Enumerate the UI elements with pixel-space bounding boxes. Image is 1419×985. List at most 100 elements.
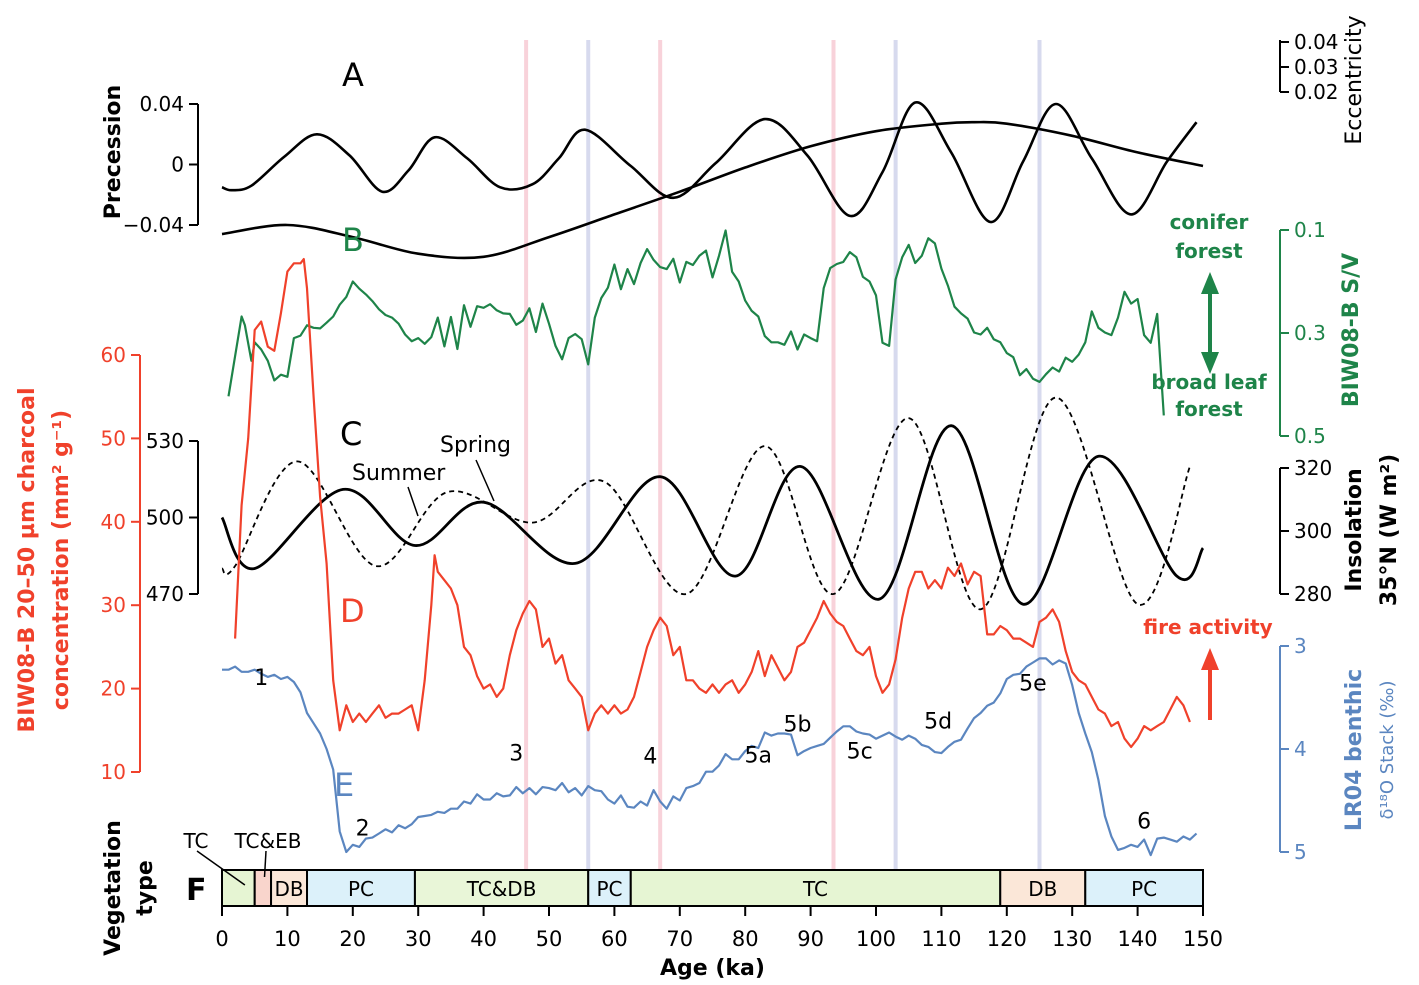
y-tick-label: 10 (101, 760, 126, 784)
panel-letter-b: B (342, 221, 364, 259)
vegetation-segment-label: PC (596, 877, 622, 901)
vegetation-segment-label: PC (348, 877, 374, 901)
vegetation-segment (1084, 869, 1205, 907)
summer-leader (407, 486, 419, 517)
y-tick-label: 0.04 (139, 92, 184, 116)
x-axis-label: Age (ka) (660, 956, 765, 981)
summer-label: Summer (352, 461, 446, 486)
x-tick-label: 110 (921, 927, 961, 951)
panel-letter-e: E (334, 766, 354, 804)
vegetation-segment-label: TC (802, 877, 828, 901)
charcoal-line (234, 258, 1191, 749)
charcoal-axis-label: BIW08-B 20–50 µm charcoal (15, 388, 40, 733)
insolation-spring-line (220, 424, 1205, 606)
y-tick-label: 280 (1294, 582, 1332, 606)
x-tick-label: 40 (470, 927, 497, 951)
vegetation-axis-label-2: type (133, 860, 158, 916)
y-tick-label: 0 (171, 153, 184, 177)
mis-label: 4 (643, 744, 657, 769)
panel-letter-f: F (186, 873, 207, 908)
insolation-axis-label-2: 35°N (W m²) (1377, 454, 1402, 606)
conifer-label-2: forest (1175, 239, 1243, 263)
benthic-line (222, 657, 1198, 857)
event-band (524, 40, 529, 870)
panel-b: 0.1 0.3 0.5 BIW08-B S/V conifer forest broad l… (227, 210, 1364, 448)
event-bands (524, 40, 1042, 870)
event-band (1037, 40, 1042, 870)
y-tick-label: 530 (146, 429, 184, 453)
mis-label: 5e (1019, 671, 1047, 696)
eccentricity-line (221, 120, 1204, 260)
tc-eb-callout-leader (263, 850, 267, 878)
vegetation-segment (306, 869, 416, 907)
spring-label: Spring (440, 433, 511, 458)
y-tick-label: 470 (146, 582, 184, 606)
x-tick-label: 100 (856, 927, 896, 951)
mis-label: 5c (847, 739, 873, 764)
event-band (831, 40, 836, 870)
y-tick-label: 5 (1294, 840, 1307, 864)
panel-letters: A B C D E F (186, 56, 365, 908)
y-tick-label: 0.3 (1294, 321, 1326, 345)
tc-callout: TC (182, 829, 208, 853)
broadleaf-label-2: forest (1175, 397, 1243, 421)
panel-e: 3 4 5 LR04 benthic δ¹⁸O Stack (‰) 1 2 3 4 5a 5b 5c 5… (222, 634, 1398, 864)
panel-letter-d: D (340, 592, 365, 630)
y-tick-label: 20 (101, 677, 126, 701)
precession-axis: 0.04 0 −0.04 (123, 92, 199, 237)
eccentricity-axis: 0.040.030.02 (1279, 30, 1339, 104)
vegetation-segment (999, 869, 1087, 907)
panel-d: 60 50 40 30 20 10 BIW08-B 20–50 µm charcoal con… (15, 258, 1273, 784)
vegetation-axis-label: Vegetation (101, 820, 126, 956)
x-tick-label: 120 (987, 927, 1027, 951)
sv-axis-label: BIW08-B S/V (1339, 253, 1364, 407)
event-band (586, 40, 591, 870)
x-tick-label: 140 (1118, 927, 1158, 951)
broadleaf-label: broad leaf (1151, 370, 1267, 394)
y-tick-label: 320 (1294, 456, 1332, 480)
precession-line (221, 101, 1198, 224)
benthic-axis: 3 4 5 (1279, 634, 1307, 864)
y-tick-label: 50 (101, 426, 126, 450)
tc-callout-leader (196, 850, 246, 886)
y-tick-label: 4 (1294, 737, 1307, 761)
precession-axis-label: Precession (101, 85, 126, 219)
charcoal-axis: 60 50 40 30 20 10 (101, 343, 141, 784)
eccentricity-axis-label: Eccentricity (1342, 15, 1367, 144)
mis-label: 1 (254, 666, 268, 691)
x-tick-label: 0 (215, 927, 228, 951)
x-tick-label: 80 (732, 927, 759, 951)
insolation-right-axis: 320 300 280 (1279, 456, 1332, 606)
panel-letter-c: C (340, 415, 362, 453)
panel-c: 530 500 470 320 300 280 Insolation 35°N (W m²) S… (146, 396, 1402, 611)
sv-line (227, 229, 1165, 416)
x-tick-label: 90 (797, 927, 824, 951)
vegetation-segment-label: DB (1028, 877, 1057, 901)
mis-label: 5d (924, 709, 952, 734)
x-tick-label: 50 (536, 927, 563, 951)
y-tick-label: −0.04 (123, 213, 184, 237)
benthic-axis-label-2: δ¹⁸O Stack (‰) (1377, 680, 1398, 819)
spring-leader (475, 459, 495, 502)
x-axis: 0 10 20 30 40 50 60 70 80 90 100 110 120 130 140 150 Age… (215, 905, 1223, 981)
event-band (893, 40, 898, 870)
y-tick-label: 0.02 (1294, 80, 1339, 104)
mis-label: 5a (745, 743, 772, 768)
x-tick-label: 30 (405, 927, 432, 951)
insolation-axis-label: Insolation (1342, 468, 1367, 591)
x-tick-label: 60 (601, 927, 628, 951)
mis-label: 5b (784, 712, 812, 737)
sv-axis: 0.1 0.3 0.5 (1279, 218, 1326, 448)
tc-eb-callout: TC&EB (234, 829, 302, 853)
charcoal-axis-label-2: concentration (mm² g⁻¹) (49, 410, 74, 710)
y-tick-label: 40 (101, 510, 126, 534)
mis-label: 2 (356, 817, 370, 842)
y-tick-label: 0.04 (1294, 30, 1339, 54)
x-tick-label: 20 (339, 927, 366, 951)
vegetation-segment-label: TC&DB (466, 877, 537, 901)
y-tick-label: 3 (1294, 634, 1307, 658)
vegetation-segment-label: PC (1131, 877, 1157, 901)
panel-f: DB PC TC&DB PC TC DB PC TC TC&EB Vegetation type (101, 820, 1205, 956)
